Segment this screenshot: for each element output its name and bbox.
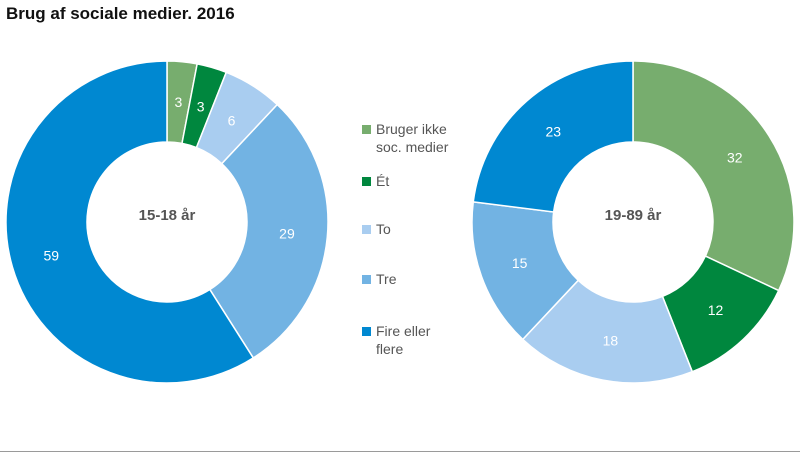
donut-center-label: 19-89 år bbox=[605, 207, 662, 224]
legend-swatch bbox=[362, 275, 371, 284]
donut-slice-adults-4 bbox=[472, 60, 634, 213]
legend-item: To bbox=[362, 220, 391, 238]
data-label: 32 bbox=[727, 149, 743, 165]
legend-item: Fire eller flere bbox=[362, 322, 430, 358]
donut-slice-adults-0 bbox=[632, 60, 795, 292]
legend-item: Bruger ikke soc. medier bbox=[362, 120, 448, 156]
legend-label: Fire eller flere bbox=[376, 323, 431, 357]
legend-label: Ét bbox=[376, 173, 390, 189]
legend-label: Bruger ikke soc. medier bbox=[376, 121, 449, 155]
donut-slice-youth-3 bbox=[208, 103, 329, 359]
legend-swatch bbox=[362, 327, 371, 336]
legend-label: Tre bbox=[376, 271, 397, 287]
data-label: 12 bbox=[708, 302, 724, 318]
data-label: 3 bbox=[197, 98, 205, 114]
data-label: 23 bbox=[546, 124, 562, 140]
data-label: 18 bbox=[603, 332, 619, 348]
legend-label: To bbox=[376, 221, 391, 237]
donut-center-label: 15-18 år bbox=[139, 207, 196, 224]
donut-slice-youth-4 bbox=[5, 60, 255, 384]
data-label: 6 bbox=[228, 112, 236, 128]
legend-swatch bbox=[362, 177, 371, 186]
data-label: 29 bbox=[279, 225, 295, 241]
legend-swatch bbox=[362, 225, 371, 234]
donut-slice-adults-2 bbox=[521, 279, 694, 384]
legend-swatch bbox=[362, 125, 371, 134]
data-label: 59 bbox=[43, 248, 59, 264]
bottom-divider bbox=[0, 451, 800, 452]
legend-item: Tre bbox=[362, 270, 396, 288]
legend-item: Ét bbox=[362, 172, 389, 190]
data-label: 15 bbox=[512, 255, 528, 271]
data-label: 3 bbox=[174, 94, 182, 110]
chart-title: Brug af sociale medier. 2016 bbox=[6, 4, 235, 23]
